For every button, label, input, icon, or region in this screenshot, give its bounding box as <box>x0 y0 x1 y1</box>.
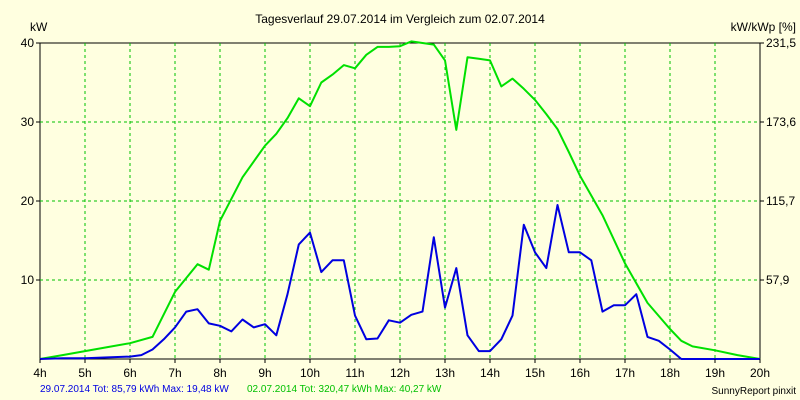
x-tick-label: 15h <box>525 366 545 380</box>
x-tick-label: 5h <box>78 366 91 380</box>
series-line-02.07.2014 <box>39 40 761 360</box>
y-tick-label-right: 173,6 <box>766 115 796 129</box>
legend-series2: 02.07.2014 Tot: 320,47 kWh Max: 40,27 kW <box>247 384 442 395</box>
y-axis-label-right: kW/kWp [%] <box>731 20 796 34</box>
y-tick-label-right: 57,9 <box>766 273 790 287</box>
x-tick-label: 17h <box>615 366 635 380</box>
x-tick-label: 20h <box>750 366 770 380</box>
y-tick-label-right: 231,5 <box>766 36 796 50</box>
x-tick-label: 19h <box>705 366 725 380</box>
x-tick-label: 10h <box>300 366 320 380</box>
x-tick-label: 6h <box>123 366 136 380</box>
y-tick-label-left: 30 <box>21 115 35 129</box>
x-tick-label: 7h <box>168 366 181 380</box>
x-tick-label: 9h <box>258 366 271 380</box>
grid <box>40 43 760 359</box>
legend-series1: 29.07.2014 Tot: 85,79 kWh Max: 19,48 kW <box>40 384 229 395</box>
chart-title: Tagesverlauf 29.07.2014 im Vergleich zum… <box>255 12 545 26</box>
credit: SunnyReport pinxit <box>712 386 797 397</box>
y-tick-label-right: 115,7 <box>766 194 795 208</box>
x-tick-label: 16h <box>570 366 590 380</box>
x-tick-label: 12h <box>390 366 410 380</box>
x-tick-label: 18h <box>660 366 680 380</box>
series-line-29.07.2014 <box>39 204 760 360</box>
x-tick-label: 4h <box>33 366 46 380</box>
x-tick-label: 8h <box>213 366 226 380</box>
y-tick-label-left: 20 <box>21 194 35 208</box>
x-tick-label: 13h <box>435 366 455 380</box>
y-tick-label-left: 10 <box>21 273 35 287</box>
x-tick-label: 11h <box>345 366 364 380</box>
y-tick-label-left: 40 <box>21 36 35 50</box>
y-axis-label-left: kW <box>30 20 48 34</box>
axis-ticks: 4h 5h 6h 7h 8h 9h 10h 11h 12h 13h 14h 15h 16h 17h 18h 1… <box>21 36 797 380</box>
x-tick-label: 14h <box>480 366 500 380</box>
series-layer <box>39 40 761 360</box>
